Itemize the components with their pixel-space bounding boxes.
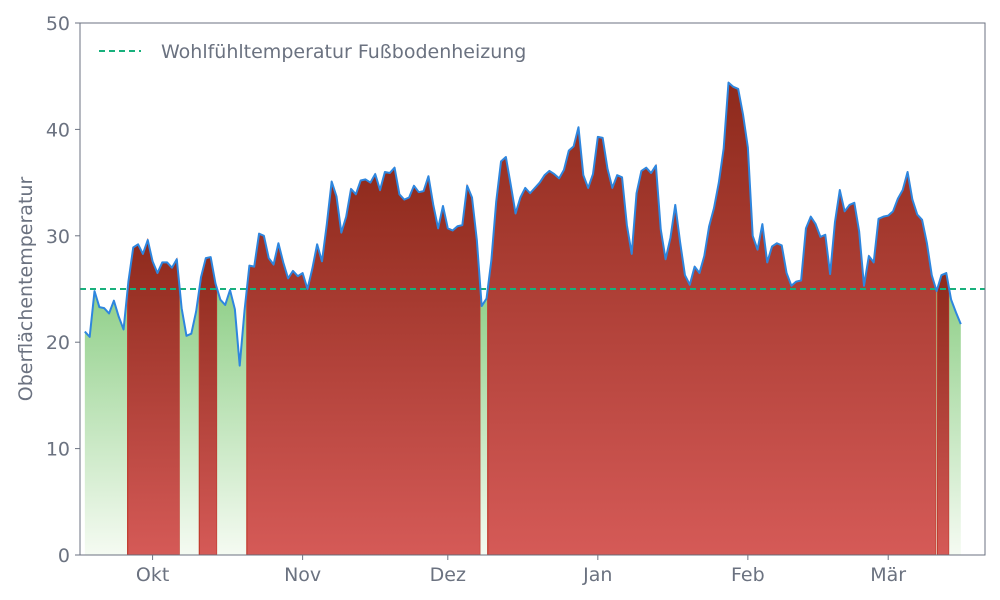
below-reference-area — [84, 289, 128, 555]
x-tick-label: Jan — [582, 564, 612, 586]
below-reference-area — [179, 289, 200, 555]
temperature-line — [84, 81, 962, 367]
legend: Wohlfühltemperatur Fußbodenheizung — [99, 41, 526, 63]
y-tick-label: 0 — [58, 545, 70, 567]
y-tick-label: 30 — [46, 226, 70, 248]
x-tick-label: Dez — [430, 564, 466, 586]
x-tick-label: Okt — [136, 564, 169, 586]
above-reference-area — [246, 166, 482, 555]
above-reference-area — [487, 81, 937, 555]
below-reference-area — [949, 289, 961, 555]
plot-frame — [79, 22, 986, 556]
y-tick-label: 40 — [46, 119, 70, 141]
below-reference-area — [480, 289, 488, 555]
y-tick-label: 20 — [46, 332, 70, 354]
above-reference-area — [936, 272, 950, 555]
y-tick-label: 10 — [46, 439, 70, 461]
x-tick-label: Mär — [870, 564, 906, 586]
y-tick-label: 50 — [46, 13, 70, 35]
y-axis-title: Oberflächentemperatur — [15, 177, 37, 402]
above-reference-area — [198, 256, 218, 555]
x-tick-label: Nov — [284, 564, 321, 586]
x-tick-label: Feb — [731, 564, 765, 586]
above-reference-area — [127, 237, 181, 555]
below-reference-area — [217, 289, 247, 555]
legend-reference-label: Wohlfühltemperatur Fußbodenheizung — [161, 41, 526, 63]
